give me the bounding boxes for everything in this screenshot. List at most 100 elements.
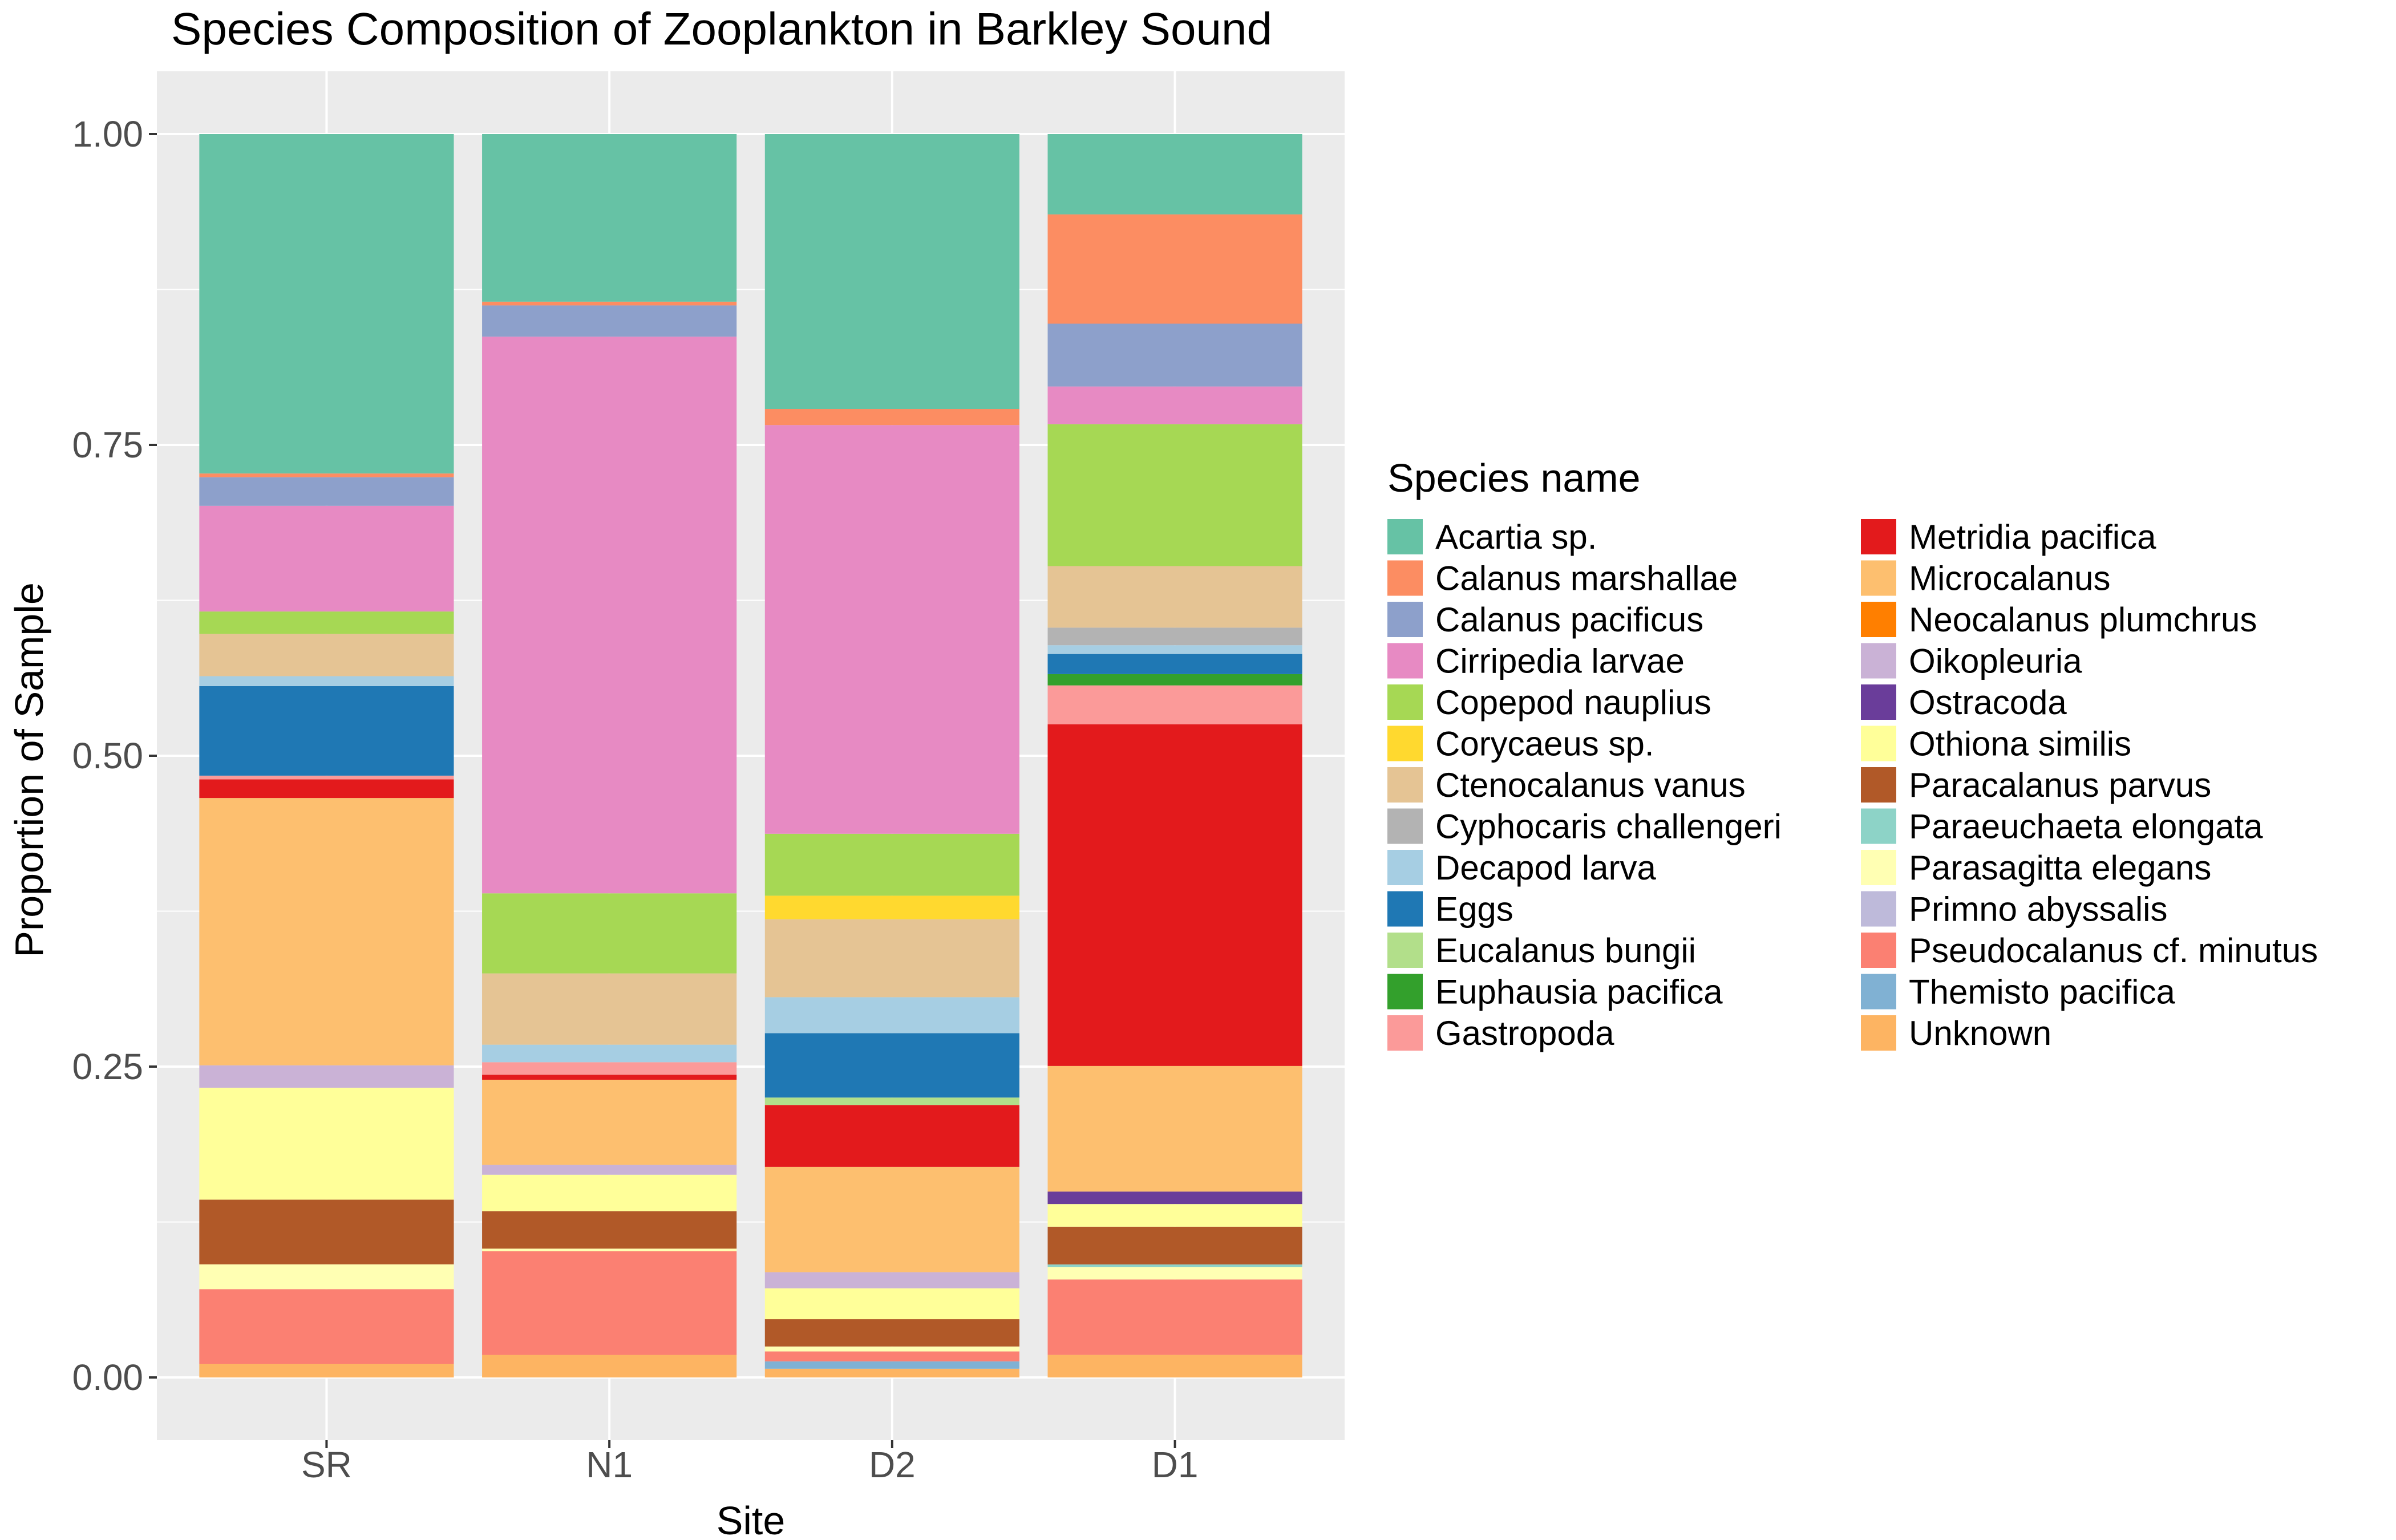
bar-segment [199,1199,454,1265]
bar-segment [482,1355,737,1377]
x-tick-label: SR [301,1444,352,1485]
bar-segment [482,305,737,337]
bar-segment [199,1065,454,1088]
bar-segment [1047,1065,1302,1192]
bar-segment [1047,1279,1302,1355]
bar-segment [764,409,1019,425]
legend-key [1861,891,1896,927]
bar-segment [482,134,737,302]
x-axis: SR N1 D2 D1 [301,1440,1199,1485]
bar-segment [764,1346,1019,1352]
bar-segment [764,1097,1019,1105]
legend: Species name Acartia sp. Calanus marshall… [1387,456,2318,1052]
bar-segment [199,634,454,676]
legend-key [1387,643,1423,679]
bar-segment [482,301,737,306]
legend-key [1861,560,1896,596]
bar-segment [199,1289,454,1364]
legend-label: Decapod larva [1435,849,1657,887]
bar-segment [199,676,454,686]
bar-segment [764,1166,1019,1272]
bar-segment [764,919,1019,998]
legend-label: Eggs [1435,890,1513,929]
y-tick-label: 0.25 [72,1046,143,1087]
bar-segment [1047,645,1302,654]
x-tick-label: D2 [869,1444,916,1485]
legend-label: Ostracoda [1909,683,2067,722]
legend-key [1861,850,1896,885]
bar-segment [764,895,1019,919]
legend-key [1387,1015,1423,1051]
bar-segment [764,1351,1019,1361]
bar-segment [482,1044,737,1063]
x-axis-title: Site [717,1498,786,1540]
legend-key [1387,767,1423,803]
bar-segment [482,1249,737,1251]
bar-segment [482,1174,737,1211]
bar-segment [1047,627,1302,646]
bar-segment [1047,724,1302,1066]
bar-segment [1047,1226,1302,1265]
legend-label: Cyphocaris challengeri [1435,808,1782,846]
legend-key [1387,808,1423,844]
bar-segment [1047,1355,1302,1377]
legend-key [1861,726,1896,761]
y-axis: 0.00 0.25 0.50 0.75 1.00 [72,114,157,1398]
bar-segment [1047,1204,1302,1227]
bar-segment [199,611,454,634]
legend-key [1387,684,1423,720]
legend-key [1387,974,1423,1010]
legend-key [1387,891,1423,927]
bar-segment [1047,1192,1302,1205]
legend-label: Paracalanus parvus [1909,766,2211,804]
bar-segment [199,1264,454,1290]
legend-label: Metridia pacifica [1909,518,2156,556]
bar-segment [1047,134,1302,214]
chart-title: Species Composition of Zooplankton in Ba… [171,3,1272,54]
legend-key [1861,974,1896,1010]
bar-segment [1047,424,1302,566]
y-tick-label: 1.00 [72,114,143,155]
bar-segment [764,833,1019,896]
bar-segment [199,775,454,780]
legend-label: Ctenocalanus vanus [1435,766,1746,804]
bar-segment [482,893,737,974]
legend-label: Calanus pacificus [1435,601,1703,639]
bar-segment [764,1105,1019,1167]
bar-segment [764,1368,1019,1377]
legend-label: Eucalanus bungii [1435,931,1696,970]
bar-segment [199,1088,454,1200]
legend-label: Euphausia pacifica [1435,973,1723,1011]
legend-label: Gastropoda [1435,1014,1614,1052]
x-tick-label: N1 [586,1444,633,1485]
bar-segment [199,134,454,474]
bar-segment [1047,674,1302,686]
bar-segment [764,425,1019,834]
bar-segment [199,477,454,506]
x-tick-label: D1 [1152,1444,1199,1485]
y-tick-label: 0.50 [72,735,143,776]
legend-key [1861,643,1896,679]
legend-label: Neocalanus plumchrus [1909,601,2257,639]
bar-segment [199,473,454,477]
legend-label: Unknown [1909,1014,2051,1052]
legend-key [1387,933,1423,968]
bar-segment [482,1251,737,1355]
legend-label: Calanus marshallae [1435,560,1738,598]
legend-key [1861,767,1896,803]
bar-segment [764,1319,1019,1347]
bar-segment [482,337,737,894]
legend-key [1861,933,1896,968]
legend-key [1387,850,1423,885]
bar-segment [1047,1267,1302,1280]
bar-segment [764,1033,1019,1098]
bar-segment [1047,1264,1302,1267]
bar-segment [1047,323,1302,387]
bar-segment [764,134,1019,410]
bar-segment [1047,685,1302,724]
bar-segment [482,1080,737,1165]
legend-label: Cirripedia larvae [1435,642,1685,680]
legend-key [1387,560,1423,596]
legend-label: Primno abyssalis [1909,890,2168,929]
